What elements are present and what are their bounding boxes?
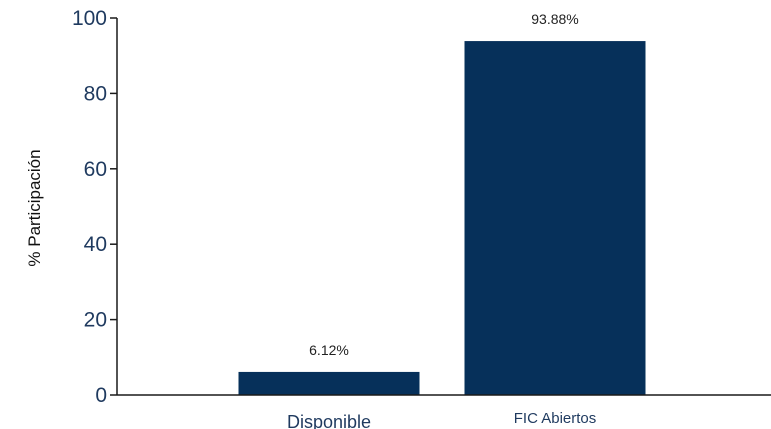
y-tick-label: 80 (84, 82, 107, 105)
y-tick-label: 20 (84, 309, 107, 332)
data-label: 93.88% (531, 11, 578, 27)
bar-fic-abiertos (464, 41, 646, 396)
y-tick-label: 40 (84, 233, 107, 256)
y-axis-title: % Participación (25, 149, 44, 266)
y-tick-label: 0 (95, 384, 107, 407)
data-label: 6.12% (309, 342, 349, 358)
x-tick-label: FIC Abiertos (514, 410, 597, 427)
bars (238, 41, 646, 396)
y-tick-label: 100 (72, 7, 107, 30)
data-labels: 6.12% 93.88% (309, 11, 579, 358)
y-axis-ticks: 0 20 40 60 80 100 (72, 7, 117, 407)
x-tick-label: Disponible (287, 412, 371, 429)
x-axis-labels: Disponible FIC Abiertos (287, 410, 596, 429)
y-tick-label: 60 (84, 158, 107, 181)
bar-disponible (238, 371, 420, 395)
